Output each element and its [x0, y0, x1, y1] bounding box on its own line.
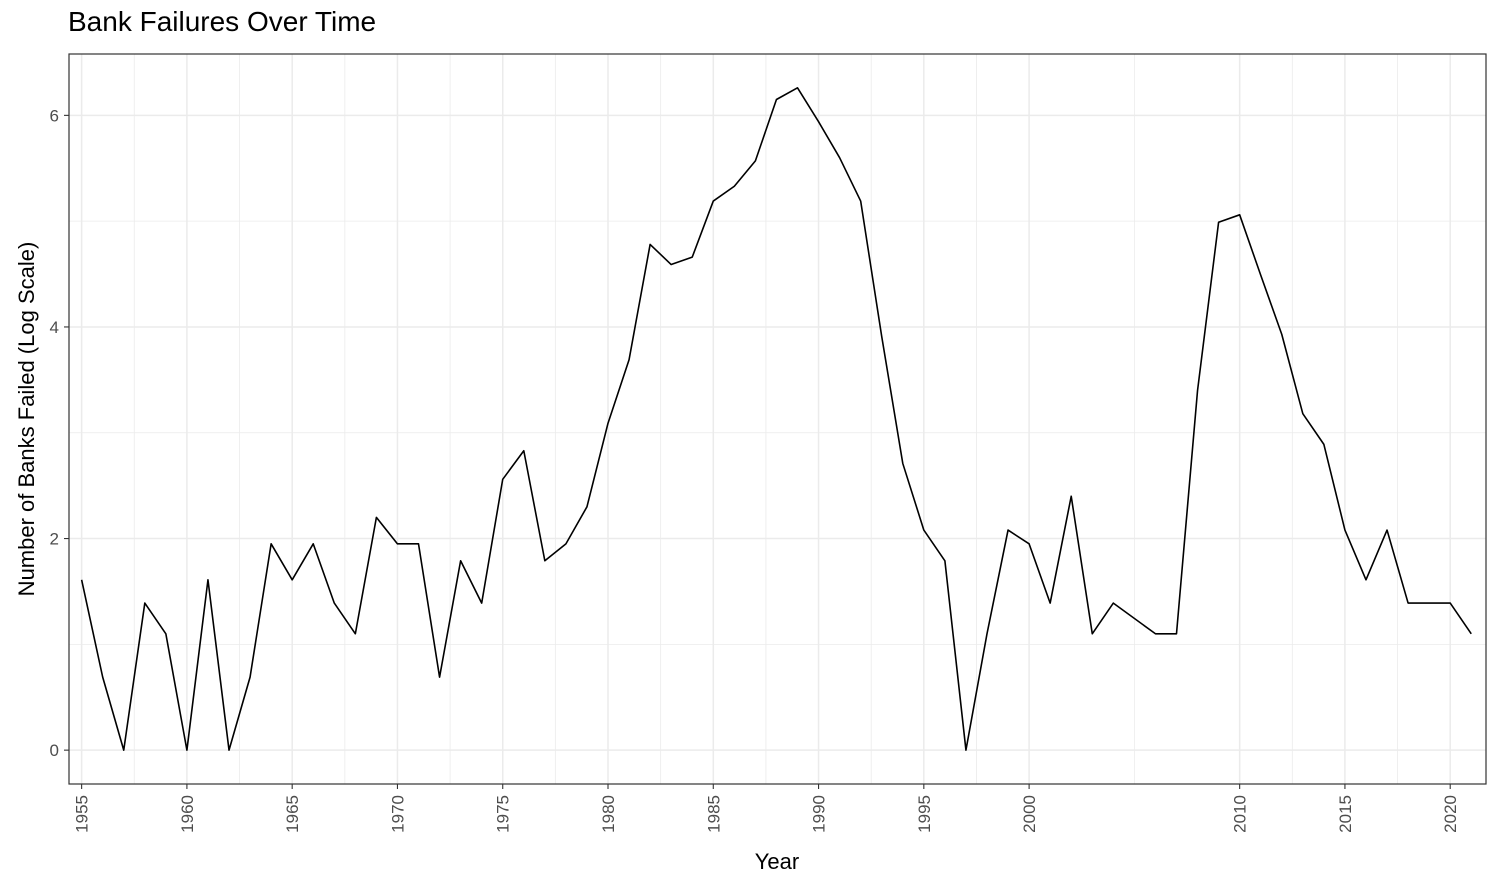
- plot-panel-background: [69, 54, 1486, 784]
- x-tick-label: 2020: [1441, 795, 1460, 833]
- x-tick-label: 2000: [1020, 795, 1039, 833]
- series-line: [80, 87, 1472, 751]
- y-axis-title: Number of Banks Failed (Log Scale): [14, 242, 39, 597]
- y-tick-label: 2: [50, 530, 59, 549]
- x-tick-label: 1960: [178, 795, 197, 833]
- x-tick-label: 1990: [810, 795, 829, 833]
- grid-major: [69, 54, 1486, 784]
- x-tick-label: 1970: [388, 795, 407, 833]
- x-tick-label: 1955: [73, 795, 92, 833]
- y-tick-label: 4: [50, 318, 59, 337]
- grid-minor: [69, 54, 1486, 784]
- x-tick-label: 1985: [704, 795, 723, 833]
- x-tick-label: 1980: [599, 795, 618, 833]
- y-axis: 0 2 4 6: [50, 106, 69, 760]
- plot-panel-border: [68, 53, 1487, 785]
- x-tick-label: 1995: [915, 795, 934, 833]
- x-tick-label: 2015: [1336, 795, 1355, 833]
- x-axis: 1955 1960 1965 1970 1975 1980 1985 1990 1995 2000…: [73, 784, 1460, 833]
- x-tick-label: 1965: [283, 795, 302, 833]
- chart-title: Bank Failures Over Time: [68, 6, 377, 37]
- x-tick-label: 2010: [1231, 795, 1250, 833]
- x-tick-label: 1975: [494, 795, 513, 833]
- y-tick-label: 0: [50, 741, 59, 760]
- y-tick-label: 6: [50, 106, 59, 125]
- x-axis-title: Year: [755, 849, 799, 874]
